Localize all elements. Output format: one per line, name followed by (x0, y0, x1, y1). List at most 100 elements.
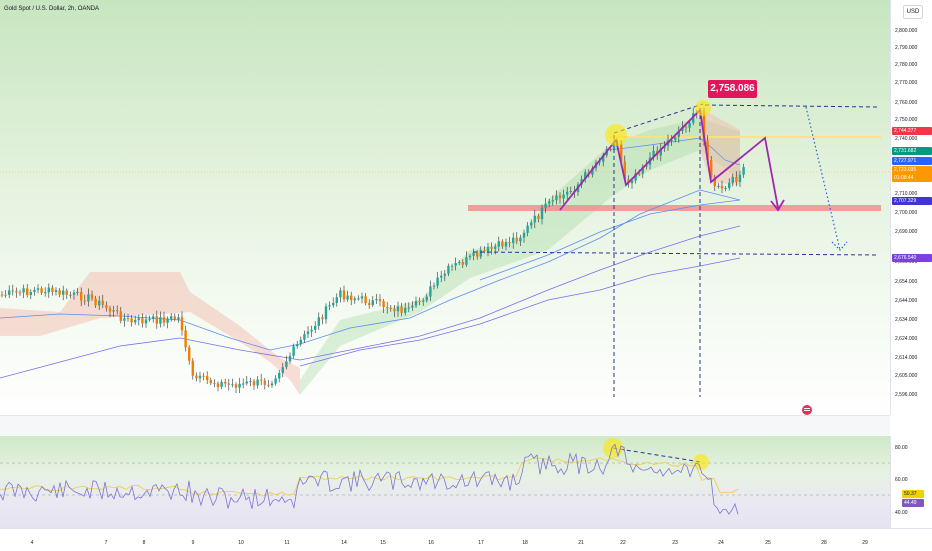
candle-body[interactable] (738, 174, 742, 183)
candle-body[interactable] (645, 164, 648, 167)
candle-body[interactable] (411, 305, 414, 308)
candle-body[interactable] (278, 372, 281, 379)
price-chart-pane[interactable]: Gold Spot / U.S. Dollar, 2h, OANDA 2,758… (0, 0, 890, 415)
candle-body[interactable] (638, 173, 641, 175)
candle-body[interactable] (674, 136, 677, 140)
candle-body[interactable] (677, 130, 680, 137)
ema-slow-line[interactable] (299, 257, 741, 367)
candle-body[interactable] (479, 250, 482, 257)
candle-body[interactable] (526, 225, 529, 233)
candle-body[interactable] (267, 384, 270, 386)
candle-body[interactable] (508, 241, 511, 243)
candle-body[interactable] (144, 319, 148, 324)
candle-body[interactable] (548, 201, 551, 204)
candle-body[interactable] (432, 285, 436, 287)
candle-body[interactable] (303, 334, 306, 340)
candle-body[interactable] (429, 286, 432, 297)
candle-body[interactable] (148, 319, 151, 321)
candle-body[interactable] (256, 379, 259, 386)
candle-body[interactable] (342, 290, 346, 300)
candle-body[interactable] (65, 290, 68, 295)
candle-body[interactable] (245, 381, 248, 384)
candle-body[interactable] (216, 383, 220, 387)
candle-body[interactable] (119, 311, 122, 321)
candle-body[interactable] (134, 320, 137, 323)
candle-body[interactable] (314, 325, 317, 330)
candle-body[interactable] (360, 296, 364, 299)
candle-body[interactable] (335, 297, 338, 303)
candle-body[interactable] (332, 302, 335, 306)
candle-body[interactable] (357, 298, 360, 300)
candle-body[interactable] (191, 360, 194, 376)
candle-body[interactable] (101, 300, 104, 305)
candle-body[interactable] (724, 188, 727, 190)
candle-body[interactable] (443, 273, 446, 276)
candle-body[interactable] (62, 290, 65, 295)
candle-body[interactable] (47, 287, 50, 293)
candle-body[interactable] (11, 290, 14, 292)
candle-body[interactable] (202, 375, 205, 377)
candle-body[interactable] (15, 291, 18, 293)
candle-body[interactable] (483, 250, 486, 252)
candle-body[interactable] (652, 150, 655, 158)
candle-body[interactable] (177, 317, 180, 320)
candle-body[interactable] (310, 329, 313, 332)
candle-body[interactable] (263, 380, 266, 385)
candle-body[interactable] (83, 300, 86, 302)
candle-body[interactable] (188, 347, 191, 361)
candle-body[interactable] (684, 127, 688, 129)
candle-body[interactable] (152, 316, 155, 320)
candle-body[interactable] (90, 294, 94, 299)
candle-body[interactable] (249, 381, 252, 383)
candle-body[interactable] (494, 246, 497, 249)
candle-body[interactable] (339, 290, 342, 298)
candle-body[interactable] (40, 288, 43, 293)
pane-separator[interactable] (0, 415, 890, 438)
candle-body[interactable] (213, 383, 216, 385)
candle-body[interactable] (490, 247, 493, 249)
candle-body[interactable] (702, 113, 706, 141)
candle-body[interactable] (533, 215, 536, 223)
candle-body[interactable] (162, 317, 166, 323)
candle-body[interactable] (44, 292, 47, 294)
candle-body[interactable] (598, 161, 601, 163)
candle-body[interactable] (522, 232, 526, 238)
candle-body[interactable] (29, 291, 32, 296)
top-highlight-circle-2[interactable] (695, 100, 711, 116)
candle-body[interactable] (126, 318, 130, 320)
candle-body[interactable] (515, 237, 518, 242)
candle-body[interactable] (69, 294, 72, 296)
candle-body[interactable] (184, 330, 187, 348)
candle-body[interactable] (353, 298, 356, 301)
candle-body[interactable] (461, 261, 464, 265)
candle-body[interactable] (18, 292, 22, 294)
candle-body[interactable] (317, 317, 320, 326)
candle-body[interactable] (274, 378, 277, 384)
top-highlight-circle-1[interactable] (605, 124, 627, 146)
candle-body[interactable] (630, 180, 634, 184)
candle-body[interactable] (80, 291, 83, 301)
candle-body[interactable] (224, 381, 227, 384)
candle-body[interactable] (641, 166, 644, 174)
candle-body[interactable] (260, 379, 263, 381)
candle-body[interactable] (180, 317, 184, 331)
candle-body[interactable] (436, 277, 439, 286)
candle-body[interactable] (540, 207, 544, 220)
candle-body[interactable] (8, 290, 11, 295)
candle-body[interactable] (155, 316, 158, 324)
candle-body[interactable] (328, 305, 331, 307)
candle-body[interactable] (706, 140, 709, 161)
candle-body[interactable] (198, 375, 202, 379)
price-scale[interactable]: USD 2,800.000 2,790.000 2,780.000 2,770.000… (890, 0, 932, 415)
candle-body[interactable] (173, 316, 176, 320)
ema-short-line[interactable] (609, 137, 741, 166)
candle-body[interactable] (584, 172, 587, 180)
candle-body[interactable] (566, 191, 569, 195)
candle-body[interactable] (454, 263, 457, 266)
candle-body[interactable] (414, 301, 418, 306)
candle-body[interactable] (94, 298, 97, 306)
candle-body[interactable] (717, 185, 720, 187)
candle-body[interactable] (306, 331, 310, 335)
candle-body[interactable] (728, 182, 731, 189)
candle-body[interactable] (623, 161, 626, 180)
